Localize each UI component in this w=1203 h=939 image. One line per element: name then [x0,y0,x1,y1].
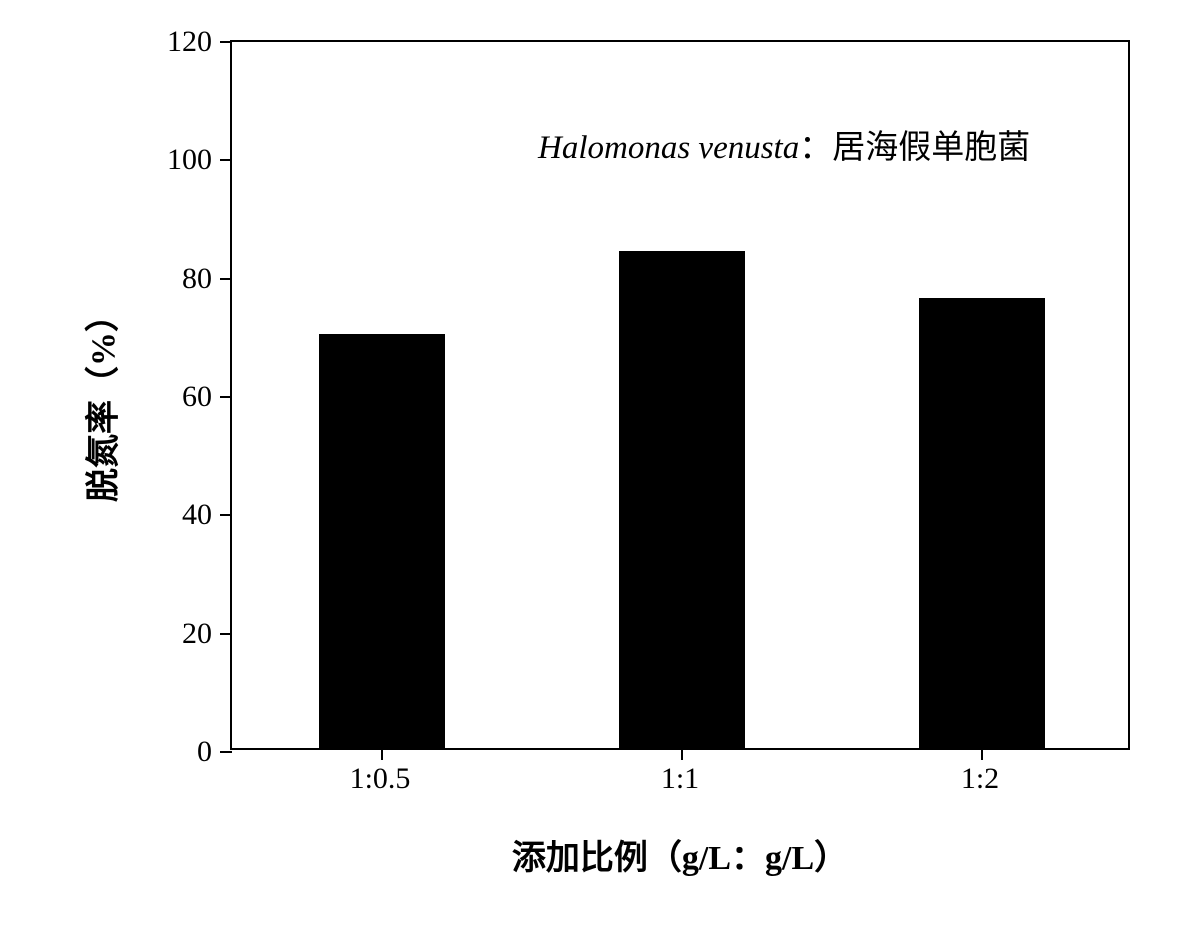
x-tick [381,748,383,760]
y-tick-label: 100 [167,143,212,177]
plot-area: Halomonas venusta：居海假单胞菌 020406080100120 [230,40,1130,750]
y-tick [220,751,232,753]
y-tick [220,159,232,161]
legend-species-italic: Halomonas venusta [538,130,799,166]
bar [619,251,745,748]
y-tick-label: 40 [182,498,212,532]
legend-separator: ： [799,130,832,166]
x-tick [681,748,683,760]
x-tick-label: 1:1 [661,762,699,796]
legend-normal: 居海假单胞菌 [832,130,1030,166]
chart-container: 脱氮率（%） Halomonas venusta：居海假单胞菌 02040608… [150,30,1150,900]
y-tick [220,278,232,280]
x-tick [981,748,983,760]
y-tick-label: 60 [182,380,212,414]
legend-text: Halomonas venusta：居海假单胞菌 [538,120,1030,168]
x-axis-label: 添加比例（g/L：g/L） [512,830,848,879]
bar [919,298,1045,748]
y-tick-label: 0 [197,735,212,769]
y-tick-label: 120 [167,25,212,59]
x-tick-label: 1:2 [961,762,999,796]
y-tick [220,396,232,398]
y-tick [220,514,232,516]
y-tick [220,41,232,43]
y-tick-label: 20 [182,617,212,651]
y-axis-label: 脱氮率（%） [76,298,125,502]
y-tick-label: 80 [182,262,212,296]
y-tick [220,633,232,635]
bar [319,334,445,748]
x-tick-label: 1:0.5 [350,762,411,796]
